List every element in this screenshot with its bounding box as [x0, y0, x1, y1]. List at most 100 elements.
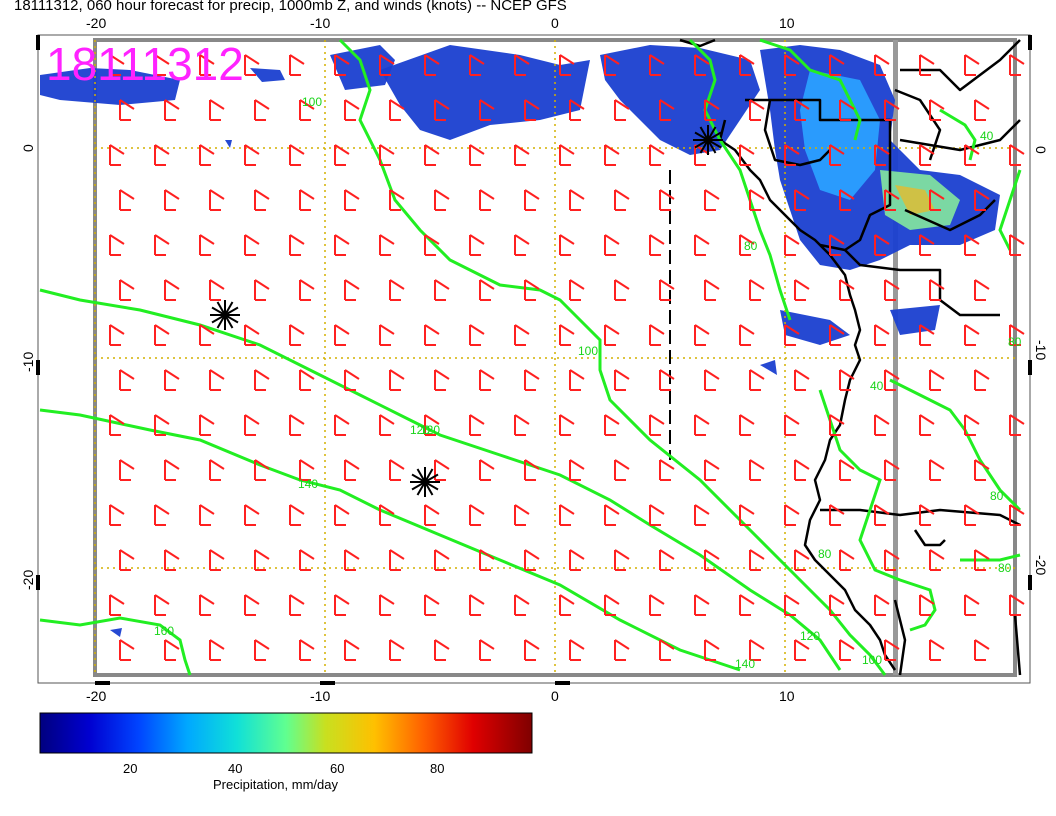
wind-barb	[334, 54, 350, 76]
barb-staff	[884, 459, 900, 480]
wind-barb	[929, 369, 945, 391]
barb-staff	[704, 279, 720, 300]
barb-staff	[119, 189, 135, 210]
lat-tick-label: -20	[20, 570, 36, 590]
barb-staff	[514, 414, 530, 435]
wind-barb	[739, 324, 755, 346]
wind-barb	[154, 594, 170, 616]
barb-staff	[569, 549, 585, 570]
wind-barb	[569, 369, 585, 391]
barb-staff	[109, 324, 125, 345]
wind-barb	[1009, 414, 1025, 436]
wind-barb	[244, 324, 260, 346]
wind-barb	[784, 234, 800, 256]
barb-staff	[434, 549, 450, 570]
precip-patch	[760, 360, 777, 375]
barb-staff	[479, 279, 495, 300]
barb-staff	[874, 54, 890, 75]
barb-staff	[614, 369, 630, 390]
wind-barb	[289, 414, 305, 436]
wind-barb	[569, 99, 585, 121]
wind-barb	[829, 234, 845, 256]
contour-label: 120	[420, 423, 440, 437]
barb-staff	[794, 279, 810, 300]
barb-staff	[649, 54, 665, 75]
barb-staff	[559, 144, 575, 165]
barb-staff	[919, 54, 935, 75]
barb-staff	[514, 234, 530, 255]
barb-staff	[874, 594, 890, 615]
wind-barb	[874, 504, 890, 526]
barb-staff	[344, 189, 360, 210]
barb-staff	[514, 54, 530, 75]
precip-patch	[600, 45, 760, 155]
wind-barb	[614, 279, 630, 301]
barb-staff	[479, 639, 495, 660]
barb-staff	[154, 504, 170, 525]
wind-barb	[704, 279, 720, 301]
barb-staff	[389, 99, 405, 120]
barb-staff	[479, 369, 495, 390]
barb-staff	[784, 234, 800, 255]
barb-staff	[119, 549, 135, 570]
barb-staff	[209, 279, 225, 300]
wind-barb	[379, 54, 395, 76]
wind-barb	[524, 459, 540, 481]
wind-barb	[919, 234, 935, 256]
barb-staff	[379, 504, 395, 525]
barb-staff	[299, 639, 315, 660]
wind-barb	[874, 414, 890, 436]
barb-staff	[119, 639, 135, 660]
barb-staff	[694, 414, 710, 435]
barb-staff	[694, 54, 710, 75]
wind-barb	[794, 369, 810, 391]
barb-staff	[389, 189, 405, 210]
wind-barb	[209, 459, 225, 481]
lon-tick-label: -20	[86, 15, 106, 31]
lat-tick-label: -10	[20, 352, 36, 372]
barb-staff	[244, 504, 260, 525]
wind-barb	[244, 54, 260, 76]
wind-barb	[479, 99, 495, 121]
barb-staff	[109, 504, 125, 525]
wind-barb	[424, 594, 440, 616]
barb-staff	[974, 459, 990, 480]
wind-barb	[784, 594, 800, 616]
barb-staff	[379, 234, 395, 255]
wind-barb	[424, 504, 440, 526]
barb-staff	[254, 189, 270, 210]
wind-barb	[604, 594, 620, 616]
wind-barb	[964, 324, 980, 346]
wind-barb	[559, 504, 575, 526]
wind-barb	[199, 54, 215, 76]
frame-tick-marks	[36, 35, 1032, 685]
wind-barb	[749, 189, 765, 211]
wind-barb	[929, 639, 945, 661]
barb-staff	[794, 369, 810, 390]
wind-barb	[929, 99, 945, 121]
barb-staff	[289, 324, 305, 345]
contour-label: 40	[870, 379, 884, 393]
barb-staff	[379, 54, 395, 75]
wind-barb	[919, 594, 935, 616]
wind-barb	[659, 99, 675, 121]
wind-barb	[109, 234, 125, 256]
wind-barb	[694, 414, 710, 436]
wind-barb	[569, 279, 585, 301]
wind-barb	[659, 549, 675, 571]
barb-staff	[784, 144, 800, 165]
wind-barb	[109, 594, 125, 616]
barb-staff	[434, 99, 450, 120]
wind-barb	[289, 324, 305, 346]
wind-barb	[704, 189, 720, 211]
wind-barb	[209, 279, 225, 301]
wind-barb	[929, 459, 945, 481]
barb-staff	[604, 414, 620, 435]
barb-staff	[919, 234, 935, 255]
wind-barb	[244, 414, 260, 436]
barb-staff	[829, 414, 845, 435]
barb-staff	[929, 639, 945, 660]
wind-barb	[199, 234, 215, 256]
barb-staff	[299, 279, 315, 300]
wind-barb	[649, 54, 665, 76]
